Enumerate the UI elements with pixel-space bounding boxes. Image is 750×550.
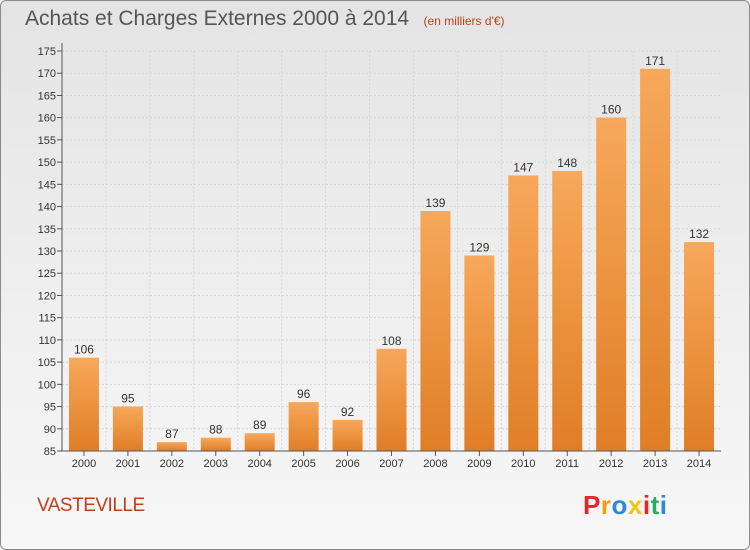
bar-value-label: 171 [645, 54, 665, 68]
y-tick-label: 110 [38, 335, 56, 347]
chart-title: Achats et Charges Externes 2000 à 2014 [25, 7, 410, 30]
bar [112, 406, 143, 451]
bar [508, 175, 539, 451]
x-tick-label: 2003 [204, 458, 228, 470]
x-tick-label: 2001 [116, 458, 140, 470]
bar [200, 437, 231, 451]
logo-letter: o [611, 490, 628, 520]
y-tick-label: 115 [38, 313, 56, 325]
chart-header: Achats et Charges Externes 2000 à 2014 (… [25, 7, 505, 31]
bar-value-label: 129 [469, 240, 489, 254]
x-tick-label: 2002 [160, 458, 184, 470]
bars [68, 68, 715, 452]
y-tick-label: 100 [38, 379, 56, 391]
x-tick-label: 2013 [643, 458, 667, 470]
x-tick-label: 2010 [511, 458, 535, 470]
bar [332, 419, 363, 451]
bar-value-label: 89 [253, 418, 267, 432]
bar [684, 242, 715, 451]
x-tick-label: 2007 [379, 458, 403, 470]
y-tick-label: 155 [38, 135, 56, 147]
bar [640, 68, 671, 452]
bar-value-label: 108 [381, 334, 401, 348]
chart-unit-label: (en milliers d'€) [423, 14, 505, 28]
bar-value-label: 88 [209, 423, 223, 437]
y-tick-label: 105 [38, 357, 56, 369]
x-tick-label: 2009 [467, 458, 491, 470]
bar [376, 348, 407, 451]
axes [57, 43, 721, 456]
y-tick-label: 175 [38, 46, 56, 58]
x-tick-label: 2004 [247, 458, 271, 470]
bar-value-label: 139 [425, 196, 445, 210]
logo-letter: x [627, 490, 643, 520]
y-tick-label: 165 [38, 90, 56, 102]
logo-letter: r [600, 490, 612, 520]
bar-value-label: 92 [341, 405, 355, 419]
bar [464, 255, 495, 451]
x-tick-label: 2008 [423, 458, 447, 470]
bar-value-label: 160 [601, 103, 621, 117]
location-label: VASTEVILLE [37, 495, 145, 516]
y-tick-label: 90 [44, 424, 56, 436]
bar-value-label: 132 [689, 227, 709, 241]
bar [288, 402, 319, 451]
x-tick-label: 2012 [599, 458, 623, 470]
y-tick-label: 85 [44, 446, 56, 458]
logo-letter: P [583, 490, 601, 520]
bar [596, 117, 627, 452]
logo-letter: t [650, 490, 660, 520]
x-tick-label: 2000 [72, 458, 96, 470]
y-tick-label: 125 [38, 268, 56, 280]
bar-value-label: 106 [74, 343, 94, 357]
bar-value-label: 96 [297, 387, 311, 401]
y-tick-label: 120 [38, 290, 56, 302]
proxiti-logo: Proxiti [583, 490, 667, 521]
y-tick-label: 145 [38, 179, 56, 191]
bar-value-label: 95 [121, 392, 135, 406]
labels: 85 90 95 100 105 110 115 120 125 130 135 140 145 150 1… [38, 46, 712, 470]
logo-letter: i [659, 490, 668, 520]
bar [420, 211, 451, 451]
x-tick-label: 2011 [555, 458, 579, 470]
bar [552, 171, 583, 451]
logo-letter: i [642, 490, 651, 520]
y-tick-label: 130 [38, 246, 56, 258]
y-tick-label: 150 [38, 157, 56, 169]
y-tick-label: 95 [44, 402, 56, 414]
bar [156, 442, 187, 451]
x-tick-label: 2006 [335, 458, 359, 470]
bar-value-label: 87 [165, 427, 179, 441]
y-tick-label: 135 [38, 224, 56, 236]
bar-value-label: 147 [513, 160, 533, 174]
x-tick-label: 2014 [687, 458, 711, 470]
bar-value-label: 148 [557, 156, 577, 170]
y-tick-label: 170 [38, 68, 56, 80]
y-tick-label: 160 [38, 113, 56, 125]
y-tick-label: 140 [38, 202, 56, 214]
bar [244, 433, 275, 451]
bar [68, 357, 99, 451]
x-tick-label: 2005 [291, 458, 315, 470]
